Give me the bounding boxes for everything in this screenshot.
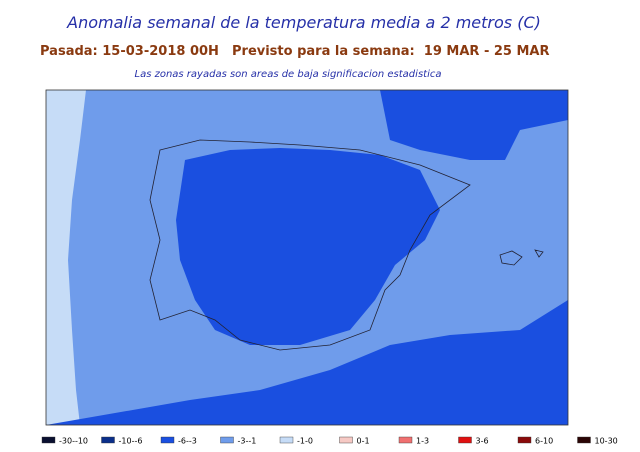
legend-label: -10--6 <box>119 437 143 446</box>
legend-swatch <box>458 436 472 444</box>
legend-label: -1-0 <box>297 437 313 446</box>
legend-swatch <box>279 436 294 444</box>
cold-south <box>46 300 568 425</box>
legend-label: -30--10 <box>59 437 88 446</box>
legend-label: 6-10 <box>535 437 553 446</box>
note: Las zonas rayadas son areas de baja sign… <box>135 69 442 80</box>
coastline <box>149 139 471 351</box>
cold-sea <box>380 90 568 160</box>
legend-swatch <box>577 436 591 444</box>
legend-swatch <box>339 436 353 444</box>
legend-swatch <box>220 436 234 444</box>
title: Anomalia semanal de la temperatura media… <box>66 13 541 32</box>
legend-label: 10-30 <box>595 437 618 446</box>
islands <box>499 249 544 266</box>
legend-label: -6--3 <box>178 437 197 446</box>
cold-land <box>176 148 440 345</box>
legend-swatch <box>101 436 115 444</box>
legend-label: 1-3 <box>416 437 429 446</box>
legend-label: -3--1 <box>238 437 257 446</box>
legend-label: 3-6 <box>476 437 489 446</box>
map <box>45 89 569 426</box>
legend-swatch <box>160 436 175 444</box>
forecast: Previsto para la semana: 19 MAR - 25 MAR <box>232 44 549 59</box>
cool-zone <box>46 90 86 425</box>
legend: -30--10 -10--6 -6--3 -3--1 -1-0 0-1 1-3 3-6 6-10… <box>41 436 618 446</box>
legend-swatch <box>41 436 56 444</box>
legend-swatch <box>398 436 413 444</box>
legend-label: 0-1 <box>357 437 370 446</box>
legend-swatch <box>517 436 532 444</box>
map-frame <box>45 89 569 426</box>
run: Pasada: 15-03-2018 00H <box>40 44 219 59</box>
